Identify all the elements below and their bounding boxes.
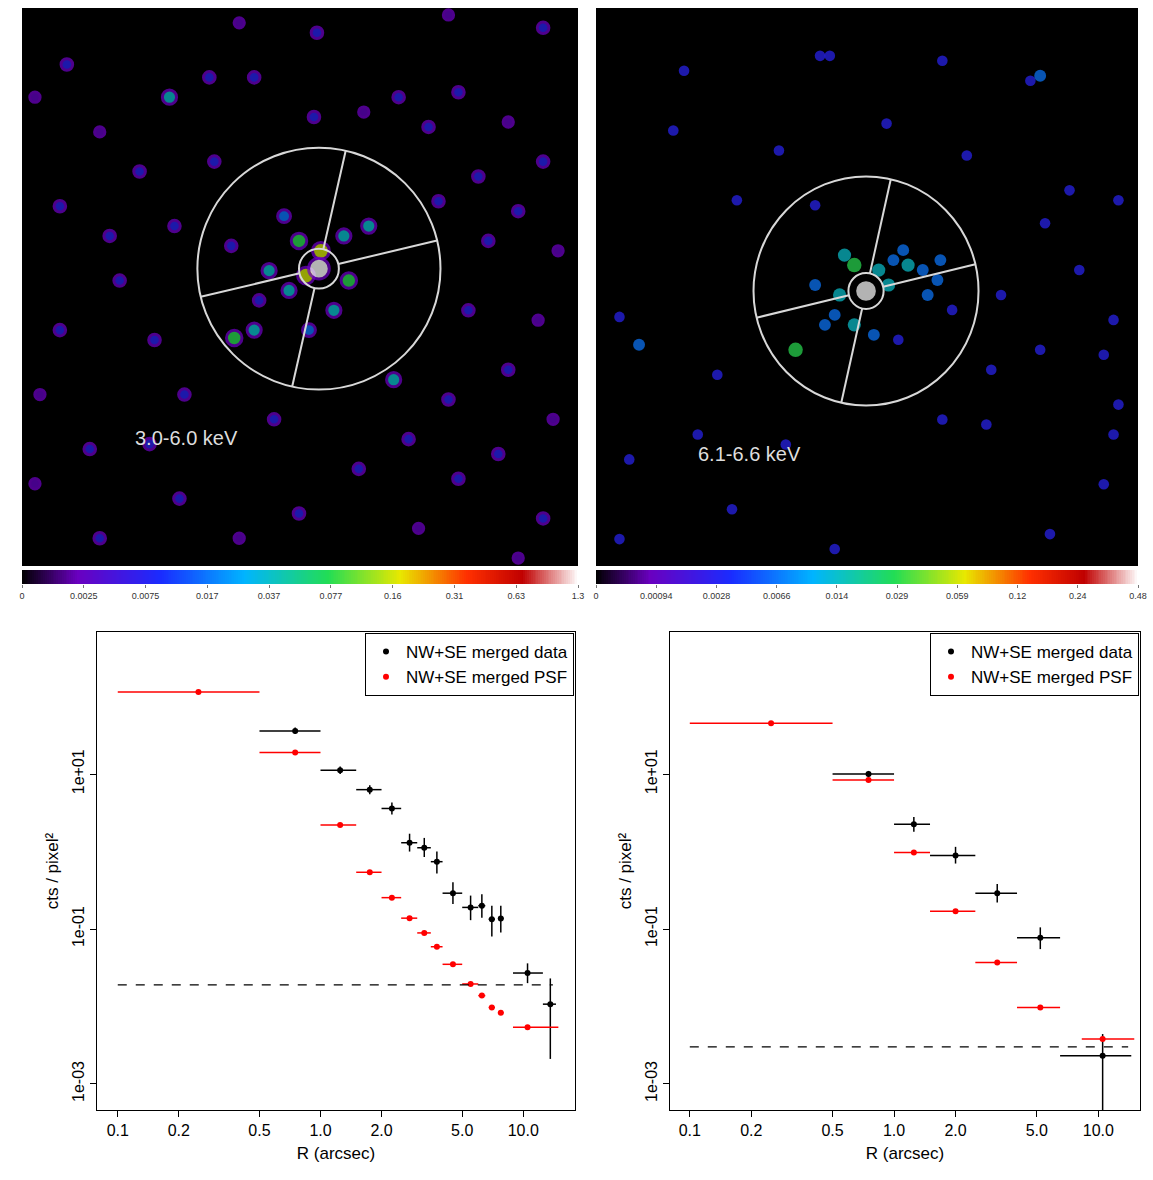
svg-text:2.0: 2.0 [944, 1122, 966, 1139]
svg-text:cts / pixel²: cts / pixel² [616, 832, 635, 909]
svg-text:0.2: 0.2 [740, 1122, 762, 1139]
svg-text:0.1: 0.1 [679, 1122, 701, 1139]
svg-text:0.037: 0.037 [258, 591, 281, 601]
svg-text:NW+SE merged PSF: NW+SE merged PSF [406, 668, 567, 687]
svg-text:1e+01: 1e+01 [643, 749, 660, 794]
svg-text:5.0: 5.0 [1026, 1122, 1048, 1139]
svg-text:0.014: 0.014 [826, 591, 849, 601]
svg-text:1e+01: 1e+01 [70, 749, 87, 794]
svg-text:2.0: 2.0 [370, 1122, 392, 1139]
svg-text:5.0: 5.0 [451, 1122, 473, 1139]
svg-text:0: 0 [19, 591, 24, 601]
svg-text:cts / pixel²: cts / pixel² [43, 832, 62, 909]
svg-text:0.0066: 0.0066 [763, 591, 791, 601]
svg-text:0.24: 0.24 [1069, 591, 1087, 601]
svg-text:1.0: 1.0 [883, 1122, 905, 1139]
svg-text:0.077: 0.077 [320, 591, 343, 601]
svg-text:R (arcsec): R (arcsec) [297, 1144, 375, 1163]
svg-text:0.48: 0.48 [1129, 591, 1147, 601]
svg-text:0.63: 0.63 [507, 591, 525, 601]
svg-text:1e-01: 1e-01 [70, 906, 87, 947]
svg-text:10.0: 10.0 [1083, 1122, 1114, 1139]
svg-text:6.1-6.6 keV: 6.1-6.6 keV [698, 443, 801, 465]
svg-text:0.12: 0.12 [1009, 591, 1027, 601]
svg-text:R (arcsec): R (arcsec) [866, 1144, 944, 1163]
svg-text:0.0025: 0.0025 [70, 591, 98, 601]
svg-text:NW+SE merged data: NW+SE merged data [971, 643, 1133, 662]
svg-text:0.00094: 0.00094 [640, 591, 673, 601]
svg-text:0.0075: 0.0075 [132, 591, 160, 601]
svg-text:1e-01: 1e-01 [643, 906, 660, 947]
svg-text:0.029: 0.029 [886, 591, 909, 601]
svg-text:10.0: 10.0 [508, 1122, 539, 1139]
svg-text:3.0-6.0 keV: 3.0-6.0 keV [135, 427, 238, 449]
svg-text:1.0: 1.0 [309, 1122, 331, 1139]
svg-text:NW+SE merged PSF: NW+SE merged PSF [971, 668, 1132, 687]
svg-text:0.31: 0.31 [446, 591, 464, 601]
svg-text:0: 0 [593, 591, 598, 601]
svg-text:0.2: 0.2 [168, 1122, 190, 1139]
svg-text:0.5: 0.5 [248, 1122, 270, 1139]
svg-text:0.1: 0.1 [107, 1122, 129, 1139]
svg-text:0.059: 0.059 [946, 591, 969, 601]
svg-text:1.3: 1.3 [572, 591, 585, 601]
svg-text:0.5: 0.5 [821, 1122, 843, 1139]
svg-text:0.0028: 0.0028 [703, 591, 731, 601]
svg-text:0.017: 0.017 [196, 591, 219, 601]
svg-text:1e-03: 1e-03 [70, 1061, 87, 1102]
svg-text:0.16: 0.16 [384, 591, 402, 601]
svg-text:1e-03: 1e-03 [643, 1061, 660, 1102]
svg-text:NW+SE merged data: NW+SE merged data [406, 643, 568, 662]
